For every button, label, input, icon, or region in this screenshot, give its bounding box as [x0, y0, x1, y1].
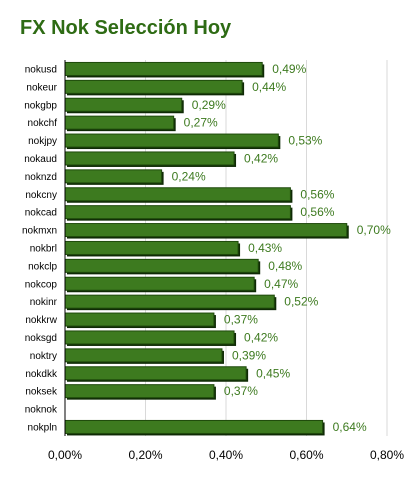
category-label: nokgbp	[24, 100, 57, 111]
data-labels: 0,49% 0,44% 0,29% 0,27% 0,53% 0,42% 0,24% 0,56%…	[172, 62, 392, 434]
data-label: 0,24%	[172, 169, 206, 183]
category-label: nokcny	[25, 190, 57, 201]
data-label: 0,45%	[256, 366, 290, 380]
bar	[64, 187, 291, 202]
data-label: 0,56%	[300, 187, 334, 201]
x-tick-label: 0,00%	[48, 448, 82, 462]
data-label: 0,42%	[244, 330, 278, 344]
data-label: 0,43%	[248, 241, 282, 255]
category-label: nokdkk	[25, 369, 58, 380]
category-label: nokusd	[25, 64, 57, 75]
category-label: nokinr	[30, 297, 58, 308]
bar	[64, 223, 348, 238]
data-label: 0,70%	[357, 223, 391, 237]
category-label: nokkrw	[25, 315, 57, 326]
bar	[64, 205, 291, 220]
category-labels: nokusd nokeur nokgbp nokchf nokjpy nokaud nokn…	[22, 64, 58, 433]
bar	[64, 115, 175, 130]
bar	[64, 419, 324, 434]
data-label: 0,37%	[224, 313, 258, 327]
category-label: noktry	[30, 351, 57, 362]
bar	[64, 294, 275, 309]
category-label: nokbrl	[30, 243, 57, 254]
bar	[64, 330, 235, 345]
data-label: 0,47%	[264, 277, 298, 291]
data-label: 0,27%	[184, 116, 218, 130]
bar	[64, 258, 259, 273]
category-label: noksek	[25, 387, 58, 398]
category-label: nokcop	[25, 279, 58, 290]
bars	[64, 61, 349, 436]
bar	[64, 276, 255, 291]
category-label: noknzd	[25, 172, 57, 183]
x-tick-label: 0,20%	[128, 448, 162, 462]
category-label: nokeur	[26, 82, 57, 93]
data-label: 0,44%	[252, 80, 286, 94]
bar	[64, 79, 243, 94]
bar	[64, 240, 239, 255]
category-label: nokcad	[25, 208, 57, 219]
bar	[64, 312, 215, 327]
bar	[64, 348, 223, 363]
data-label: 0,52%	[284, 295, 318, 309]
data-label: 0,56%	[300, 205, 334, 219]
category-label: nokpln	[28, 422, 57, 433]
category-label: nokjpy	[28, 136, 57, 147]
data-label: 0,29%	[192, 98, 226, 112]
chart-title: FX Nok Selección Hoy	[20, 17, 232, 39]
bar	[64, 133, 279, 148]
category-label: nokchf	[28, 118, 58, 129]
x-tick-label: 0,80%	[370, 448, 404, 462]
bar	[64, 366, 247, 381]
x-tick-label: 0,40%	[209, 448, 243, 462]
x-tick-label: 0,60%	[289, 448, 323, 462]
data-label: 0,42%	[244, 151, 278, 165]
bar	[64, 61, 263, 76]
data-label: 0,37%	[224, 384, 258, 398]
category-label: nokaud	[24, 154, 57, 165]
x-axis-tick-labels: 0,00% 0,20% 0,40% 0,60% 0,80%	[48, 448, 404, 462]
category-label: noksgd	[25, 333, 57, 344]
bar	[64, 97, 183, 112]
category-label: noknok	[25, 405, 58, 416]
data-label: 0,53%	[288, 134, 322, 148]
data-label: 0,49%	[272, 62, 306, 76]
category-label: nokmxn	[22, 226, 57, 237]
data-label: 0,48%	[268, 259, 302, 273]
data-label: 0,64%	[333, 420, 367, 434]
bar	[64, 151, 235, 166]
category-label: nokclp	[28, 261, 57, 272]
data-label: 0,39%	[232, 348, 266, 362]
bar	[64, 384, 215, 399]
bar	[64, 169, 163, 184]
